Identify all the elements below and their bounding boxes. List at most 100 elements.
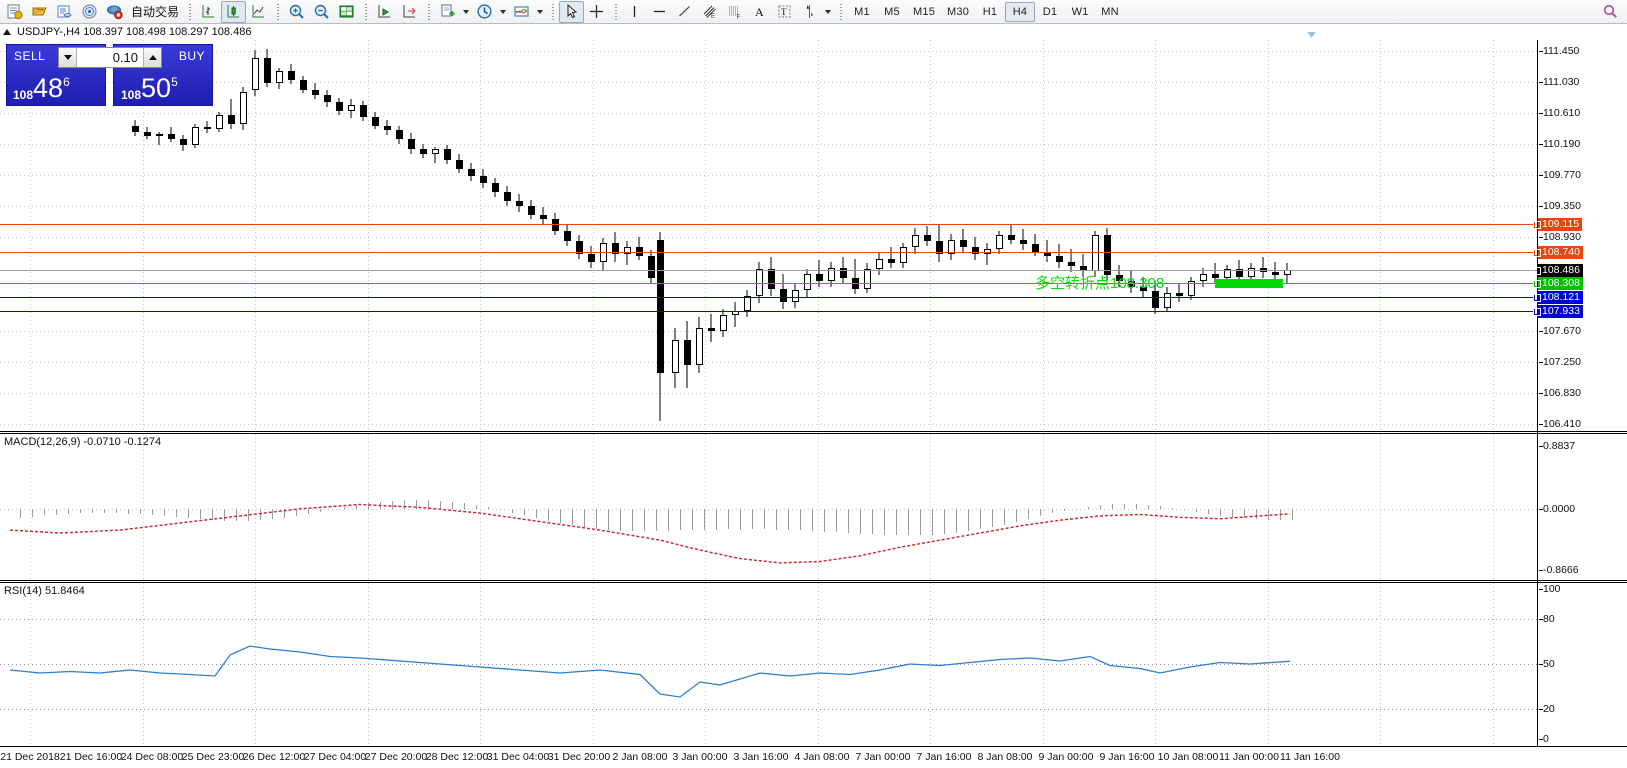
trendline-icon[interactable]	[672, 1, 697, 23]
price-level-tag[interactable]: 108.740	[1533, 246, 1583, 259]
grid-line	[30, 434, 31, 580]
candlestick	[407, 40, 415, 431]
horizontal-line-icon[interactable]	[647, 1, 672, 23]
candlestick	[1235, 40, 1243, 431]
chart-scroll-marker[interactable]	[1307, 25, 1316, 38]
add-template-dropdown-arrow[interactable]	[460, 1, 472, 23]
equidistant-channel-icon[interactable]: E	[697, 1, 722, 23]
period-separator-icon[interactable]	[472, 1, 497, 23]
macd-histogram-bar	[788, 508, 789, 530]
price-level-tag[interactable]: 108.121	[1533, 291, 1583, 304]
tab-timeframe-w1[interactable]: W1	[1071, 5, 1089, 18]
bar-chart-icon[interactable]	[196, 1, 221, 23]
macd-histogram-bar	[1028, 508, 1029, 519]
price-level-tag[interactable]: 108.308	[1533, 277, 1583, 290]
one-click-trading-panel[interactable]: SELL 108486 BUY 108505 0.10	[6, 44, 213, 106]
indicators-dropdown-arrow[interactable]	[534, 1, 546, 23]
macd-indicator-pane[interactable]: 0.8837 0.0000 -0.8666 MACD(12,26,9) -0.071…	[0, 433, 1627, 581]
chart-autoscroll-icon[interactable]	[397, 1, 422, 23]
candlestick-chart-icon[interactable]	[221, 0, 247, 23]
candlestick	[359, 40, 367, 431]
vertical-line-icon[interactable]	[622, 1, 647, 23]
rsi-indicator-pane[interactable]: 100 80 50 20 0 RSI(14) 51.8464	[0, 582, 1627, 746]
grid-line	[255, 583, 256, 746]
candle-body	[971, 247, 979, 255]
autotrade-icon[interactable]	[102, 1, 127, 23]
period-separator-dropdown-arrow[interactable]	[497, 1, 509, 23]
tab-timeframe-m1[interactable]: M1	[854, 5, 870, 18]
macd-plot-area[interactable]	[0, 434, 1537, 580]
time-axis[interactable]: 21 Dec 2018 21 Dec 16:00 24 Dec 08:00 25 De…	[0, 746, 1627, 768]
macd-tick: 0.8837	[1538, 439, 1576, 452]
volume-input[interactable]: 0.10	[77, 48, 143, 67]
zoom-out-icon[interactable]	[309, 1, 334, 23]
candle-body	[1127, 281, 1135, 288]
shapes-dropdown-arrow[interactable]	[822, 1, 834, 23]
indicators-icon[interactable]	[509, 1, 534, 23]
macd-histogram-bar	[1196, 508, 1197, 512]
price-level-line[interactable]	[0, 249, 1537, 256]
news-icon[interactable]	[52, 1, 77, 23]
candle-body	[1187, 281, 1195, 296]
tab-timeframe-d1[interactable]: D1	[1042, 5, 1058, 18]
chevron-up-icon[interactable]	[143, 48, 161, 67]
price-level-tag[interactable]: 107.933	[1533, 305, 1583, 318]
tab-timeframe-m30[interactable]: M30	[947, 5, 970, 18]
autotrade-label[interactable]: 自动交易	[131, 5, 180, 19]
macd-histogram-bar	[440, 500, 441, 509]
macd-histogram-bar	[824, 508, 825, 532]
price-level-line[interactable]	[0, 294, 1537, 301]
macd-histogram-bar	[1292, 508, 1293, 521]
sell-button[interactable]: SELL 108486	[6, 44, 106, 106]
folder-icon[interactable]	[27, 1, 52, 23]
price-level-line[interactable]	[0, 221, 1537, 228]
macd-histogram-bar	[944, 508, 945, 535]
candle-wick	[1022, 229, 1024, 251]
cursor-icon[interactable]	[559, 0, 585, 23]
candle-body	[287, 71, 295, 80]
chart-annotation-text[interactable]: 多空转折点108.308	[1035, 275, 1165, 293]
text-icon[interactable]: T	[772, 1, 797, 23]
new-order-icon[interactable]	[2, 1, 27, 23]
candle-body	[1103, 235, 1111, 276]
candle-wick	[1142, 276, 1144, 298]
tab-timeframe-h1[interactable]: H1	[982, 5, 998, 18]
grid-line	[0, 206, 1537, 207]
add-template-icon[interactable]	[435, 1, 460, 23]
candle-body	[647, 255, 655, 279]
grid-line	[0, 331, 1537, 332]
price-level-tag[interactable]: 108.486	[1533, 264, 1583, 277]
price-level-line[interactable]	[0, 280, 1537, 287]
volume-stepper[interactable]: 0.10	[58, 47, 162, 68]
price-tick: 110.610	[1538, 107, 1581, 120]
tab-timeframe-m15[interactable]: M15	[913, 5, 936, 18]
candle-body	[275, 71, 283, 83]
search-icon[interactable]	[1598, 1, 1623, 23]
price-chart-pane[interactable]: 多空转折点108.308 111.450 111.030 110.610 110.19…	[0, 40, 1627, 432]
grid-line	[1493, 434, 1494, 580]
collapse-triangle-icon[interactable]	[3, 29, 11, 35]
text-label-icon[interactable]: A	[747, 1, 772, 23]
price-plot-area[interactable]: 多空转折点108.308	[0, 40, 1537, 431]
data-window-icon[interactable]	[334, 1, 359, 23]
candle-wick	[1178, 282, 1180, 302]
rsi-plot-area[interactable]	[0, 583, 1537, 746]
signals-icon[interactable]	[77, 1, 102, 23]
open-position-marker[interactable]	[1215, 279, 1283, 289]
tab-timeframe-mn[interactable]: MN	[1101, 5, 1119, 18]
fibonacci-icon[interactable]: F	[722, 1, 747, 23]
crosshair-icon[interactable]	[584, 1, 609, 23]
zoom-in-icon[interactable]	[284, 1, 309, 23]
price-level-line[interactable]	[0, 270, 1537, 271]
chevron-down-icon[interactable]	[59, 48, 77, 67]
tab-timeframe-h4[interactable]: H4	[1005, 1, 1036, 22]
tab-timeframe-m5[interactable]: M5	[884, 5, 900, 18]
candle-body	[1067, 261, 1075, 267]
price-level-line[interactable]	[0, 308, 1537, 315]
shapes-icon[interactable]	[797, 1, 822, 23]
price-level-tag[interactable]: 109.115	[1532, 218, 1583, 231]
line-chart-icon[interactable]	[246, 1, 271, 23]
macd-histogram-bar	[80, 508, 81, 514]
chart-shift-icon[interactable]	[372, 1, 397, 23]
price-scale[interactable]: 111.450 111.030 110.610 110.190 109.770 109.3…	[1538, 40, 1627, 431]
